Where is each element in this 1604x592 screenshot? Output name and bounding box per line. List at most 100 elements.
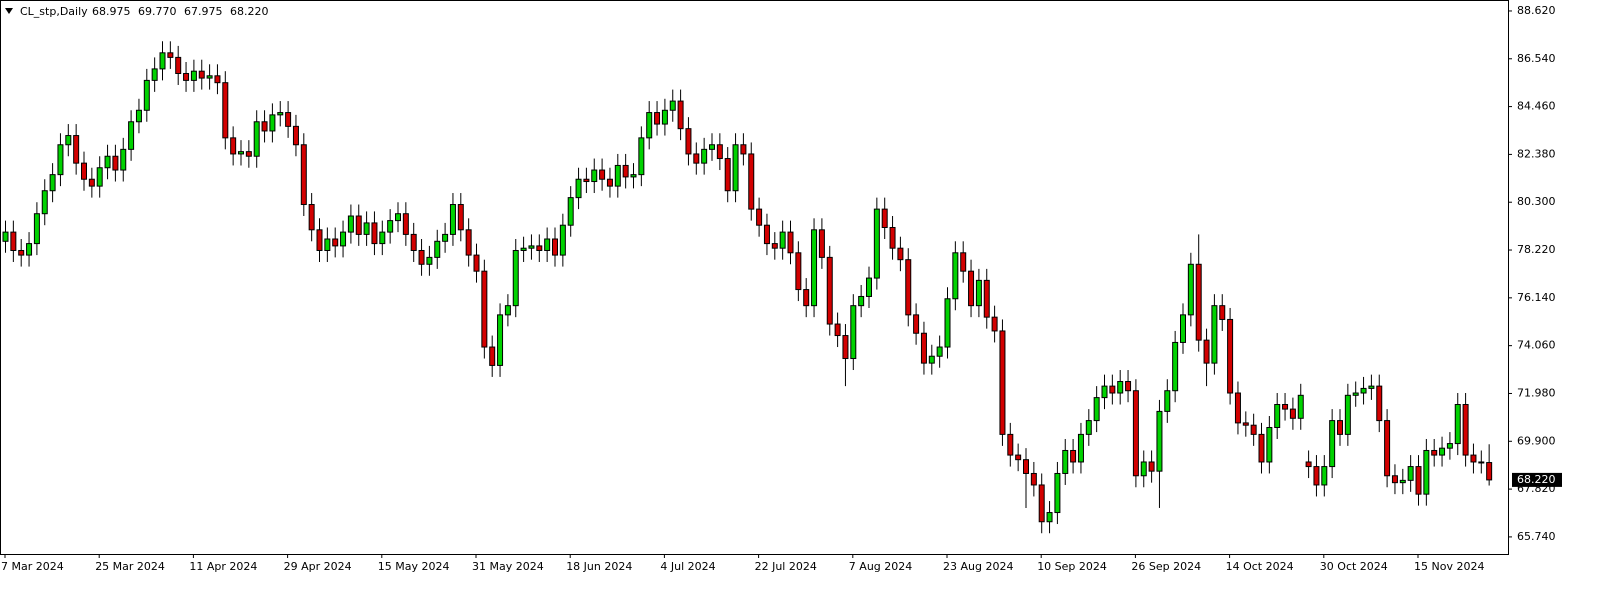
candle-body <box>991 316 998 332</box>
candle-body <box>983 279 990 318</box>
candle-body <box>795 252 802 291</box>
candle-body <box>1391 475 1398 484</box>
candle-body <box>1462 404 1469 456</box>
candle-body <box>1203 339 1210 364</box>
candle-body <box>622 164 629 178</box>
x-tick-label: 29 Apr 2024 <box>284 560 352 573</box>
y-tick-label: 86.540 <box>1517 52 1556 65</box>
candle-body <box>520 247 527 251</box>
last-price-box <box>1512 472 1562 487</box>
candle-body <box>1266 426 1273 463</box>
candle-body <box>1250 424 1257 435</box>
candle-body <box>1219 305 1226 320</box>
candle-body <box>1344 394 1351 435</box>
candle-body <box>81 162 87 180</box>
candle-body <box>905 259 912 316</box>
candle-body <box>968 270 975 307</box>
x-tick-label: 15 May 2024 <box>378 560 450 573</box>
candle-body <box>449 204 456 235</box>
candle-body <box>1038 484 1045 523</box>
candle-body <box>740 144 747 155</box>
x-tick-label: 25 Mar 2024 <box>95 560 165 573</box>
candles <box>2 41 1493 534</box>
candle-body <box>928 355 935 364</box>
candle-body <box>1274 404 1281 428</box>
menu-arrow[interactable] <box>5 8 13 14</box>
candle-body <box>1180 314 1186 343</box>
candle-body <box>1368 385 1375 389</box>
candle-body <box>1297 394 1304 419</box>
candle-body <box>646 112 653 139</box>
candle-body <box>1234 392 1241 424</box>
y-tick-label: 69.900 <box>1517 434 1556 447</box>
candle-body <box>1486 462 1493 481</box>
x-tick-label: 31 May 2024 <box>472 560 544 573</box>
candle-body <box>1446 443 1453 449</box>
candle-body <box>489 346 496 366</box>
y-tick-label: 74.060 <box>1517 339 1556 352</box>
candle-body <box>1289 408 1296 419</box>
candle-body <box>1117 381 1124 394</box>
candle-body <box>559 224 566 256</box>
candle-body <box>355 215 362 235</box>
candle-body <box>1101 385 1108 399</box>
candle-body <box>803 289 810 307</box>
x-tick-label: 7 Mar 2024 <box>1 560 64 573</box>
candle-body <box>771 243 778 249</box>
candle-body <box>473 254 480 272</box>
candle-body <box>1046 512 1053 523</box>
x-tick-label: 23 Aug 2024 <box>943 560 1013 573</box>
candle-body <box>701 148 708 164</box>
open-readout: 68.975 <box>92 5 131 18</box>
x-tick-label: 14 Oct 2024 <box>1226 560 1294 573</box>
candle-body <box>1407 466 1414 481</box>
candle-body <box>1313 466 1320 486</box>
candle-body <box>481 270 488 348</box>
x-tick-label: 22 Jul 2024 <box>755 560 817 573</box>
plot-frame <box>0 0 1509 555</box>
candle-body <box>1007 433 1014 456</box>
candle-body <box>544 238 551 251</box>
candle-body <box>1164 390 1171 412</box>
candle-body <box>18 249 25 256</box>
candle-body <box>583 178 590 183</box>
candle-body <box>1242 422 1249 426</box>
high-readout: 69.770 <box>138 5 177 18</box>
candle-body <box>363 222 370 235</box>
candle-body <box>630 174 637 178</box>
candle-body <box>1085 420 1092 435</box>
candle-body <box>434 240 441 258</box>
candle-body <box>73 135 80 164</box>
candle-body <box>748 153 755 210</box>
candle-body <box>709 144 715 150</box>
low-readout: 67.975 <box>184 5 223 18</box>
candle-body <box>756 208 763 226</box>
x-tick-label: 30 Oct 2024 <box>1320 560 1388 573</box>
candle-body <box>457 204 464 231</box>
candle-body <box>96 167 103 187</box>
candle-body <box>253 121 260 157</box>
candle-body <box>159 52 166 70</box>
candle-body <box>332 238 339 247</box>
candle-body <box>606 178 613 187</box>
candle-body <box>324 238 331 251</box>
candle-body <box>308 204 315 231</box>
candle-body <box>379 231 386 245</box>
candle-body <box>1030 472 1037 486</box>
candle-body <box>716 144 723 160</box>
close-readout: 68.220 <box>230 5 269 18</box>
candle-body <box>834 323 841 337</box>
candle-body <box>1337 420 1343 435</box>
candle-body <box>873 208 880 279</box>
candle-body <box>206 75 213 79</box>
candle-body <box>277 112 284 116</box>
candle-body <box>889 227 896 249</box>
candle-body <box>112 155 119 171</box>
candle-body <box>858 295 865 307</box>
candle-body <box>57 144 64 176</box>
candle-body <box>575 178 582 199</box>
candle-body <box>1132 390 1139 477</box>
candle-body <box>135 109 142 123</box>
candle-body <box>261 121 268 132</box>
